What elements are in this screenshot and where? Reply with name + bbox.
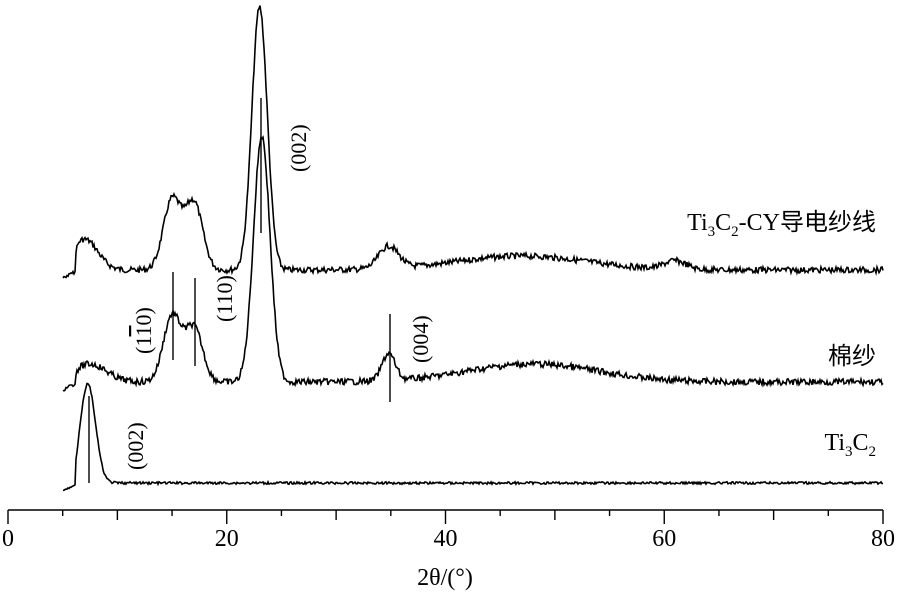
- peak-label-002-ti3c2: (002): [123, 422, 148, 470]
- peak-label-1-10: (110): [131, 307, 156, 354]
- series-label-ti3c2: Ti3C2: [825, 430, 877, 460]
- peak-label-110: (110): [212, 275, 237, 322]
- series-curve-cotton-yarn: [62, 135, 884, 392]
- series-curve-ti3c2-cy-yarn: [62, 5, 884, 279]
- peak-label-004: (004): [408, 315, 433, 363]
- x-axis-label: 2θ/(°): [417, 565, 473, 591]
- x-tick-label: 0: [2, 526, 14, 552]
- peak-label-002-yarn: (002): [286, 124, 311, 172]
- x-tick-label: 40: [434, 526, 458, 552]
- series-curve-ti3c2: [63, 382, 883, 492]
- x-tick-label: 80: [871, 526, 895, 552]
- series-label-cotton-yarn: 棉纱: [828, 343, 876, 370]
- x-axis-ticks: 0 20 40 60 80: [2, 510, 895, 552]
- series-label-ti3c2-cy-yarn: Ti3C2-CY导电纱线: [687, 209, 876, 240]
- x-tick-label: 20: [215, 526, 239, 552]
- x-tick-label: 60: [652, 526, 676, 552]
